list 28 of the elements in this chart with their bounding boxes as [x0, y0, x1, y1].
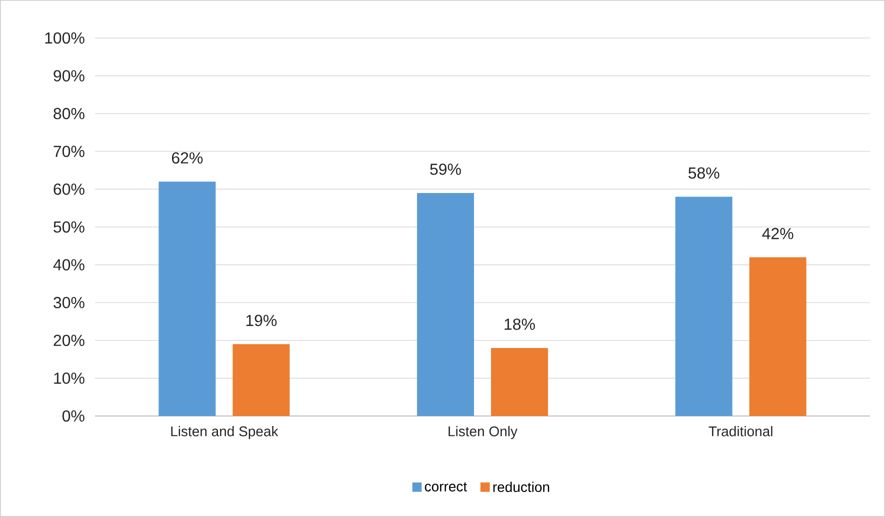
y-tick-label: 30% [54, 296, 84, 308]
bar [749, 257, 806, 416]
legend-label: correct [424, 482, 467, 492]
data-label: 58% [688, 167, 720, 179]
y-tick-label: 60% [54, 184, 84, 195]
data-label: 19% [246, 314, 277, 326]
y-tick-label: 90% [54, 70, 84, 82]
y-tick-label: 10% [54, 372, 84, 384]
y-tick-label: 0% [62, 410, 84, 422]
bar [232, 344, 290, 416]
bar [417, 192, 474, 416]
x-tick-label: Listen Only [448, 426, 518, 440]
y-tick-label: 100% [45, 32, 84, 44]
x-tick-label: Traditional [708, 426, 772, 436]
data-label: 59% [430, 164, 461, 175]
data-label: 42% [762, 228, 794, 240]
y-tick-label: 80% [54, 108, 84, 120]
legend-label: reduction [493, 482, 550, 492]
y-tick-label: 20% [54, 334, 84, 346]
x-tick-label: Listen and Speak [171, 426, 278, 440]
data-label: 62% [172, 152, 203, 164]
bar [491, 348, 548, 416]
y-tick-label: 50% [54, 221, 84, 233]
y-tick-label: 40% [53, 259, 84, 270]
data-label: 18% [504, 318, 535, 330]
y-tick-label: 70% [54, 146, 84, 158]
bar [158, 182, 216, 416]
bar [675, 196, 732, 416]
